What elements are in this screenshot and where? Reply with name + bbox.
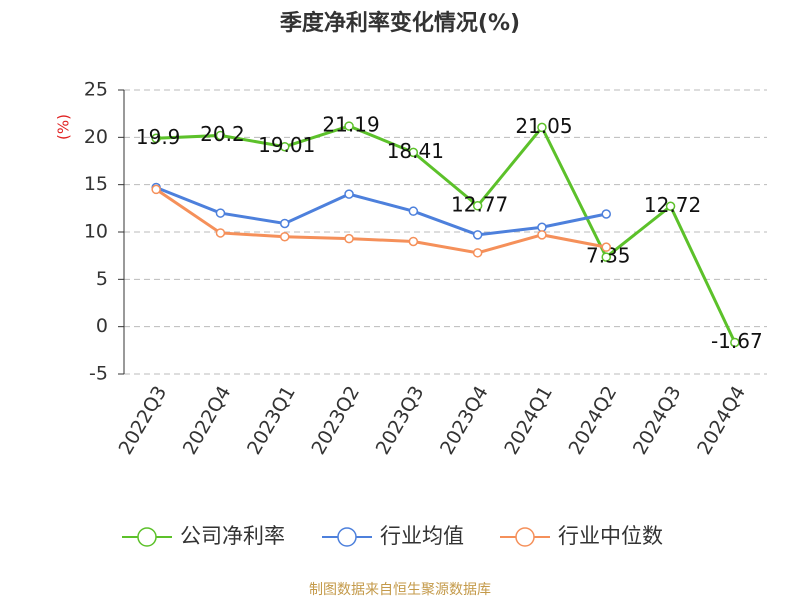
x-tick-label: 2024Q1: [500, 382, 557, 458]
point: [408, 236, 419, 247]
y-tick-label: 20: [84, 126, 108, 148]
point: [472, 248, 483, 258]
point: [665, 201, 676, 212]
point: [472, 230, 483, 240]
legend-label: 公司净利率: [180, 524, 285, 548]
point: [280, 218, 290, 229]
y-tick-label: 5: [96, 268, 108, 290]
point: [601, 209, 611, 219]
point: [601, 242, 611, 252]
legend-marker: [137, 527, 157, 547]
x-tick-label: 2022Q4: [179, 382, 236, 458]
y-tick-label: -5: [89, 363, 108, 385]
data-label: 21.19: [322, 113, 379, 137]
data-label: 12.72: [644, 193, 701, 217]
point: [537, 222, 547, 233]
point: [151, 133, 161, 144]
x-tick-label: 2023Q1: [243, 382, 300, 458]
x-tick-label: 2023Q4: [436, 382, 493, 458]
y-tick-label: 0: [96, 315, 108, 337]
point: [472, 201, 483, 211]
point: [344, 233, 354, 244]
source: 制图数据来自恒生聚源数据库: [309, 582, 491, 598]
point: [408, 147, 419, 158]
data-label: 12.77: [451, 192, 508, 216]
point: [280, 231, 290, 242]
point: [408, 206, 419, 216]
point: [215, 130, 226, 141]
point: [151, 184, 161, 195]
data-label: 18.41: [387, 139, 444, 163]
data-label: 21.05: [515, 114, 572, 138]
x-tick-label: 2024Q2: [565, 382, 622, 458]
point: [730, 337, 740, 348]
point: [215, 208, 226, 218]
y-tick-label: 25: [84, 79, 108, 101]
point: [344, 121, 354, 131]
y-axis-label: (%): [55, 114, 73, 140]
point: [280, 141, 290, 152]
data-label: 20.2: [200, 122, 245, 146]
x-tick-label: 2023Q2: [307, 382, 364, 458]
legend-marker: [337, 527, 357, 547]
point: [344, 189, 354, 199]
point: [537, 122, 547, 133]
x-tick-label: 2022Q3: [114, 382, 171, 458]
series-line: [156, 124, 737, 344]
point: [601, 252, 611, 262]
x-tick-label: 2023Q3: [372, 382, 429, 458]
legend-marker: [515, 527, 535, 547]
y-tick-label: 10: [84, 221, 108, 243]
point: [537, 230, 547, 240]
point: [215, 228, 226, 238]
x-tick-label: 2024Q4: [693, 382, 750, 458]
legend-label: 行业中位数: [558, 524, 663, 548]
legend-label: 行业均值: [380, 524, 464, 548]
data-label: -1.67: [711, 329, 763, 353]
data-label: 19.9: [136, 125, 181, 149]
y-tick-label: 15: [84, 173, 108, 195]
data-label: 19.01: [258, 133, 315, 157]
chart-title: 季度净利率变化情况(%): [280, 10, 520, 36]
series-line: [155, 188, 607, 255]
x-tick-label: 2024Q3: [629, 382, 686, 458]
series-line: [155, 186, 607, 237]
